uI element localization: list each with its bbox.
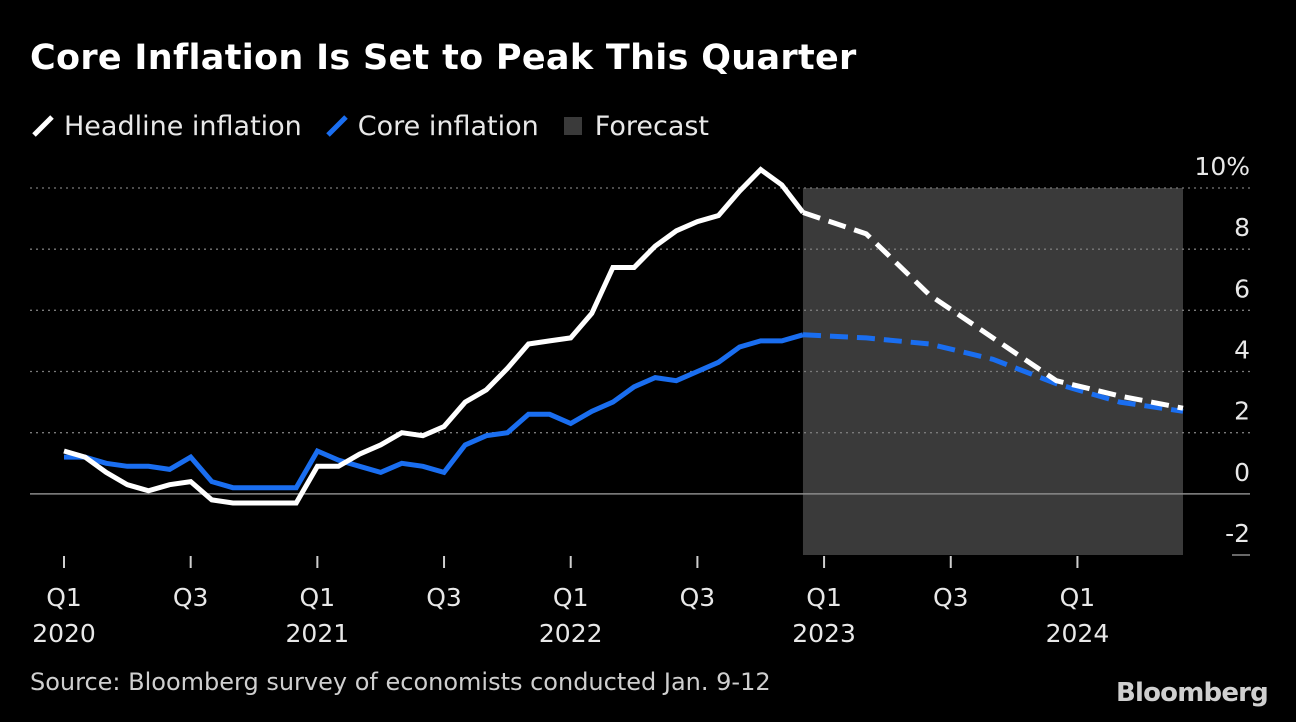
- legend-item-headline: Headline inflation: [30, 111, 302, 142]
- x-tick-label: Q1: [46, 583, 82, 612]
- x-tick-label: Q1: [806, 583, 842, 612]
- chart-title: Core Inflation Is Set to Peak This Quart…: [30, 38, 857, 78]
- x-year-label: 2021: [286, 619, 350, 648]
- core-inflation-line: [64, 332, 804, 491]
- core-inflation-forecast-line: [802, 332, 1184, 414]
- y-tick-label: -2: [1225, 519, 1250, 548]
- headline-inflation-line: [63, 166, 805, 506]
- legend-label-forecast: Forecast: [594, 110, 710, 142]
- y-tick-label: 0: [1234, 458, 1250, 487]
- legend-item-forecast: Forecast: [561, 111, 709, 142]
- legend-item-core: Core inflation: [324, 111, 539, 142]
- legend: Headline inflation Core inflation Foreca…: [30, 106, 731, 146]
- y-tick-label: 10%: [1194, 152, 1250, 181]
- x-tick-label: Q3: [933, 583, 969, 612]
- y-tick-label: 2: [1234, 397, 1250, 426]
- bloomberg-logo: Bloomberg: [1115, 678, 1269, 708]
- x-tick-label: Q3: [680, 583, 716, 612]
- x-tick-label: Q3: [173, 583, 209, 612]
- x-tick-label: Q1: [553, 583, 589, 612]
- legend-label-core: Core inflation: [357, 110, 539, 142]
- x-tick-label: Q1: [300, 583, 336, 612]
- headline-legend-swatch: [32, 115, 54, 137]
- core-legend-swatch: [326, 115, 348, 137]
- x-year-label: 2024: [1046, 619, 1110, 648]
- headline-inflation-forecast-line: [802, 210, 1184, 411]
- y-tick-label: 4: [1234, 336, 1250, 365]
- x-year-label: 2023: [792, 619, 856, 648]
- y-tick-label: 8: [1234, 213, 1250, 242]
- legend-label-headline: Headline inflation: [64, 110, 302, 142]
- forecast-legend-swatch: [563, 117, 582, 135]
- y-tick-label: 6: [1234, 274, 1250, 303]
- source-note: Source: Bloomberg survey of economists c…: [30, 668, 771, 696]
- x-tick-label: Q1: [1060, 583, 1096, 612]
- x-tick-label: Q3: [426, 583, 462, 612]
- x-year-label: 2022: [539, 619, 603, 648]
- x-year-label: 2020: [32, 619, 96, 648]
